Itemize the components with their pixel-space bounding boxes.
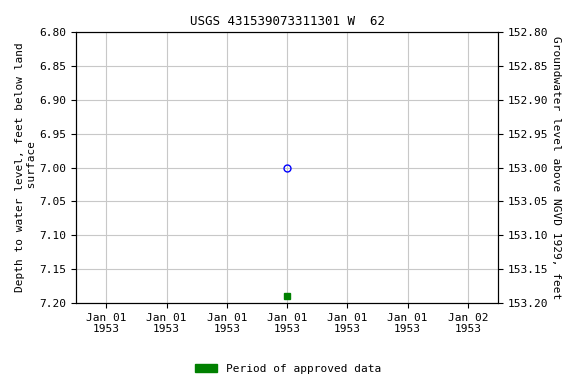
- Title: USGS 431539073311301 W  62: USGS 431539073311301 W 62: [190, 15, 385, 28]
- Y-axis label: Groundwater level above NGVD 1929, feet: Groundwater level above NGVD 1929, feet: [551, 36, 561, 299]
- Legend: Period of approved data: Period of approved data: [191, 359, 385, 379]
- Y-axis label: Depth to water level, feet below land
 surface: Depth to water level, feet below land su…: [15, 43, 37, 292]
